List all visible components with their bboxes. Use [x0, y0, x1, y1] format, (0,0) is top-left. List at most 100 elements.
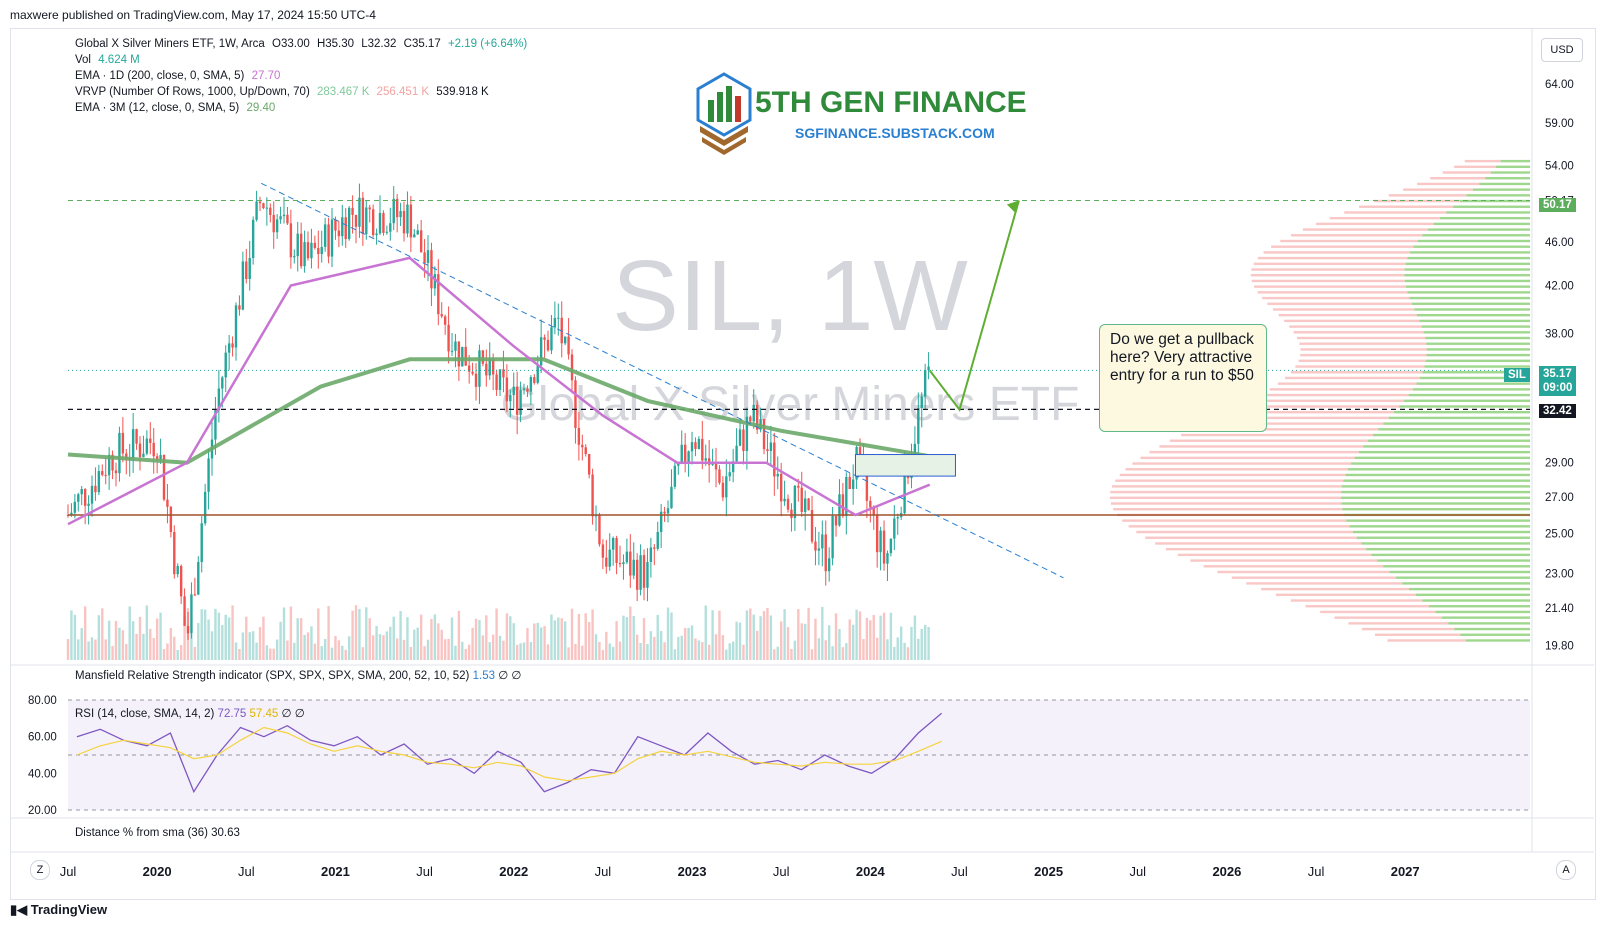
volume-bar	[471, 627, 474, 660]
volume-bar	[413, 629, 416, 660]
volume-bar	[635, 634, 639, 660]
volume-profile-up-bar	[1414, 308, 1530, 311]
level-price-tag: 32.42	[1539, 404, 1576, 418]
legend-vol[interactable]: Vol 4.624 M	[75, 54, 531, 66]
volume-bar	[824, 640, 827, 660]
annotation-callout[interactable]: Do we get a pullback here? Very attracti…	[1099, 324, 1267, 432]
volume-bar	[779, 621, 783, 660]
volume-bar	[351, 610, 354, 660]
legend-vrvp[interactable]: VRVP (Number Of Rows, 1000, Up/Down, 70)…	[75, 86, 531, 98]
candle-body	[927, 366, 930, 371]
candle-body	[423, 252, 426, 263]
candle-body	[714, 461, 718, 470]
candle-body	[227, 343, 231, 353]
zoom-button[interactable]: Z	[30, 860, 50, 880]
distance-pane-title[interactable]: Distance % from sma (36) 30.63	[75, 827, 240, 839]
breakout-zone-box[interactable]	[854, 454, 956, 477]
candle-body	[406, 204, 409, 234]
candle-body	[262, 203, 265, 209]
volume-bar	[214, 608, 217, 660]
candle-body	[656, 531, 659, 549]
volume-bar	[238, 649, 241, 660]
candle-body	[121, 432, 125, 454]
volume-profile-down-bar	[1181, 433, 1373, 437]
volume-bar	[725, 649, 728, 660]
volume-bar	[389, 626, 392, 660]
volume-bar	[313, 643, 317, 660]
time-axis-tick: 2023	[678, 864, 707, 879]
volume-bar	[690, 625, 694, 660]
candle-body	[344, 217, 347, 240]
candle-body	[821, 534, 824, 549]
currency-button[interactable]: USD	[1541, 38, 1583, 62]
volume-bar	[927, 626, 930, 660]
volume-profile-down-bar	[1285, 376, 1420, 380]
volume-bar	[94, 639, 97, 660]
candle-body	[275, 219, 279, 233]
candle-body	[611, 538, 615, 550]
volume-profile-up-bar	[1404, 279, 1530, 283]
volume-bar	[666, 607, 670, 660]
legend-ema1[interactable]: EMA · 1D (200, close, 0, SMA, 5) 27.70	[75, 70, 531, 82]
legend-symbol-line[interactable]: Global X Silver Miners ETF, 1W, Arca O33…	[75, 38, 531, 50]
volume-profile-up-bar	[1367, 439, 1530, 442]
volume-profile-up-bar	[1500, 159, 1530, 163]
volume-profile-up-bar	[1419, 376, 1530, 380]
projection-arrow-line[interactable]	[928, 200, 1020, 412]
candle-body	[207, 458, 210, 492]
volume-bar	[190, 633, 193, 660]
volume-profile-up-bar	[1410, 251, 1530, 254]
volume-profile-down-bar	[1110, 490, 1342, 494]
candle-body	[677, 462, 680, 466]
rsi-line[interactable]	[76, 712, 943, 794]
time-axis-tick: Jul	[60, 864, 77, 879]
rsi-pane-title[interactable]: RSI (14, close, SMA, 14, 2) 72.75 57.45 …	[75, 706, 305, 720]
ema-long-line[interactable]	[67, 357, 931, 465]
time-axis-tick: Jul	[1308, 864, 1325, 879]
volume-bar	[742, 644, 745, 660]
volume-bar	[615, 621, 618, 660]
volume-profile-down-bar	[1442, 171, 1491, 174]
time-axis-tick: 2027	[1391, 864, 1420, 879]
legend-vrvp-label: VRVP (Number Of Rows, 1000, Up/Down, 70)	[75, 86, 310, 98]
volume-bar	[426, 639, 430, 660]
downtrend-line[interactable]	[260, 182, 1064, 579]
volume-profile-down-bar	[1344, 211, 1447, 214]
volume-bar	[755, 630, 759, 660]
candle-body	[653, 547, 656, 549]
candle-body	[413, 234, 416, 238]
auto-scale-button[interactable]: A	[1556, 860, 1576, 880]
legend: Global X Silver Miners ETF, 1W, Arca O33…	[75, 38, 531, 114]
volume-bar	[286, 640, 289, 660]
volume-bar	[807, 607, 810, 660]
volume-profile-up-bar	[1422, 234, 1530, 237]
candle-body	[553, 318, 557, 328]
symbol-tag: SIL	[1504, 368, 1530, 382]
time-axis-tick: 2026	[1212, 864, 1241, 879]
mansfield-pane-title[interactable]: Mansfield Relative Strength indicator (S…	[75, 668, 521, 682]
volume-bar	[920, 628, 923, 660]
legend-ema2[interactable]: EMA · 3M (12, close, 0, SMA, 5) 29.40	[75, 102, 531, 114]
volume-profile-up-bar	[1346, 519, 1530, 522]
volume-bar	[526, 628, 529, 660]
volume-bar	[618, 641, 622, 660]
candle-body	[358, 197, 361, 227]
ema-short-line[interactable]	[67, 256, 931, 526]
volume-profile-down-bar	[1251, 279, 1405, 283]
volume-bar	[474, 618, 478, 660]
volume-profile-down-bar	[1203, 565, 1384, 568]
candle-body	[347, 207, 351, 240]
tradingview-logo[interactable]: ▮◀ TradingView	[10, 902, 107, 918]
volume-profile-up-bar	[1422, 371, 1530, 374]
rsi-ma-line[interactable]	[76, 726, 942, 782]
candle-body	[725, 476, 728, 498]
candle-body	[903, 456, 906, 514]
volume-bar	[152, 638, 155, 660]
volume-bar	[632, 616, 635, 660]
volume-profile-down-bar	[1140, 456, 1355, 460]
volume-bar	[611, 646, 615, 660]
volume-bar	[670, 612, 673, 660]
candle-body	[375, 233, 378, 236]
candle-body	[515, 386, 519, 415]
